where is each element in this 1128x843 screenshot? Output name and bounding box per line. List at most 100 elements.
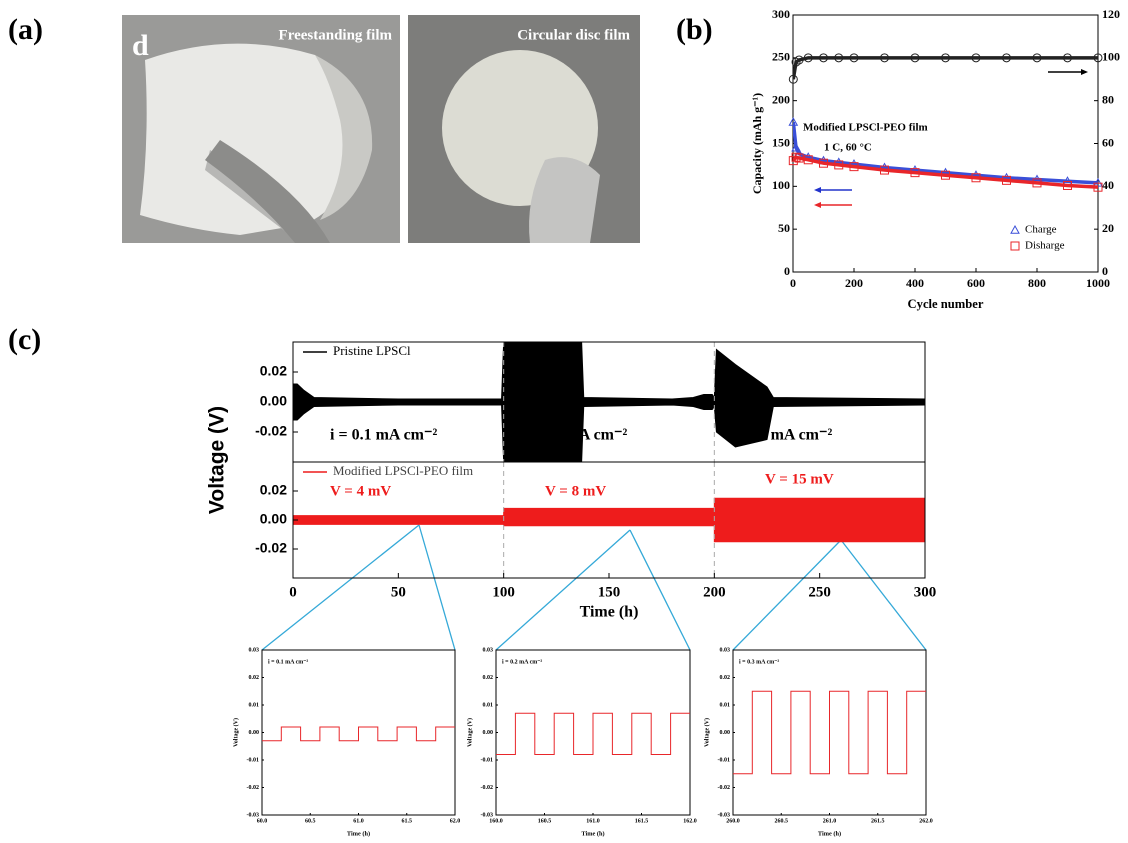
x-tick-label: 62.0 [450, 818, 461, 824]
annotation: i = 0.2 mA cm⁻² [502, 659, 542, 665]
marker [819, 158, 828, 168]
marker [1063, 180, 1072, 190]
marker [941, 53, 950, 63]
marker [880, 165, 889, 175]
marker [794, 153, 804, 163]
x-tick-label: 50 [391, 584, 406, 600]
legend-label: Charge [1025, 224, 1057, 236]
y-tick-label: 100 [772, 178, 790, 192]
marker [819, 53, 828, 63]
marker [1063, 53, 1072, 63]
marker [791, 57, 801, 67]
x-axis-label: Cycle number [908, 297, 984, 311]
y-tick-label: 150 [772, 135, 790, 149]
y-tick-label: 0.00 [483, 730, 494, 736]
marker [1093, 53, 1103, 63]
x-tick-label: 161.5 [635, 818, 649, 824]
panel-label: (b) [676, 13, 713, 46]
y2-tick-label: 20 [1102, 221, 1114, 235]
y-tick-label: 0.00 [260, 393, 287, 409]
x-tick-label: 260.5 [775, 818, 789, 824]
annotation: i = 0.2 mA cm⁻² [520, 427, 627, 444]
y2-tick-label: 40 [1102, 178, 1114, 192]
photo-disc: Circular disc film [408, 15, 640, 243]
annotation: Modified LPSCl-PEO film [803, 122, 928, 134]
marker [1010, 241, 1020, 251]
marker [794, 55, 804, 65]
marker [910, 168, 920, 178]
marker [788, 117, 799, 126]
y-tick-label: 0.03 [249, 647, 260, 653]
legend-label: Modified LPSCl-PEO film [333, 463, 473, 478]
y-tick-label: -0.02 [255, 540, 287, 556]
zoom-lines [261, 524, 927, 651]
y-tick-label: 0.02 [249, 675, 260, 681]
photo-letter: d [132, 29, 149, 62]
x-axis-label: Time (h) [347, 830, 370, 837]
x-axis-label: Time (h) [581, 830, 604, 837]
legend-label: Pristine LPSCl [333, 343, 411, 358]
y-tick-label: 0.00 [249, 730, 260, 736]
photo-freestanding: d Freestanding film [122, 15, 400, 243]
y-tick-label: 300 [772, 7, 790, 21]
y-axis-label: Voltage (V) [703, 718, 710, 747]
marker [971, 53, 981, 63]
y-tick-label: -0.02 [481, 785, 494, 791]
y-tick-label: 0.02 [260, 482, 287, 498]
x-tick-label: 400 [906, 276, 924, 290]
x-tick-label: 262.0 [919, 818, 933, 824]
marker [791, 152, 801, 162]
x-tick-label: 260.0 [726, 818, 740, 824]
x-tick-label: 200 [845, 276, 863, 290]
panel-label: (a) [8, 13, 43, 46]
marker [941, 170, 950, 180]
x-tick-label: 160.5 [538, 818, 552, 824]
legend-label: Disharge [1025, 240, 1065, 252]
y-tick-label: -0.03 [718, 812, 731, 818]
x-tick-label: 1000 [1086, 276, 1110, 290]
x-tick-label: 60.0 [257, 818, 268, 824]
y-tick-label: 50 [778, 221, 790, 235]
y-tick-label: 0.03 [720, 647, 731, 653]
marker [1002, 175, 1011, 185]
x-tick-label: 161.0 [586, 818, 600, 824]
x-tick-label: 250 [808, 584, 831, 600]
x-tick-label: 600 [967, 276, 985, 290]
y-tick-label: 0.02 [483, 675, 494, 681]
y-axis-label: Voltage (V) [466, 718, 473, 747]
y-tick-label: -0.02 [718, 785, 731, 791]
x-tick-label: 261.0 [823, 818, 837, 824]
signal-band [293, 497, 925, 543]
marker [910, 53, 920, 63]
annotation: V = 15 mV [765, 471, 834, 487]
annotation: i = 0.1 mA cm⁻² [330, 427, 437, 444]
annotation: V = 8 mV [545, 483, 606, 499]
y-axis-label: Voltage (V) [232, 718, 239, 747]
marker [834, 160, 844, 170]
x-axis-label: Time (h) [818, 830, 841, 837]
y-axis-label: Voltage (V) [206, 406, 229, 514]
marker [849, 53, 859, 63]
series-line [262, 726, 455, 742]
series-line [733, 690, 926, 775]
b-arrows [814, 69, 1088, 208]
y-tick-label: -0.03 [247, 812, 260, 818]
annotation: 1 C, 60 °C [824, 142, 872, 154]
y-tick-label: -0.03 [481, 812, 494, 818]
marker [791, 142, 801, 152]
x-tick-label: 60.5 [305, 818, 316, 824]
marker [880, 53, 889, 63]
marker [834, 53, 844, 63]
x-tick-label: 160.0 [489, 818, 503, 824]
y-tick-label: -0.02 [255, 423, 287, 439]
marker [788, 74, 798, 84]
x-tick-label: 0 [289, 584, 297, 600]
y-tick-label: 0.01 [720, 702, 731, 708]
annotation: V = 4 mV [330, 483, 391, 499]
x-tick-label: 261.5 [871, 818, 885, 824]
marker [1032, 178, 1042, 188]
series-line [793, 155, 1098, 189]
y-tick-label: 0.02 [260, 363, 287, 379]
annotation: i = 0.3 mA cm⁻² [739, 659, 779, 665]
